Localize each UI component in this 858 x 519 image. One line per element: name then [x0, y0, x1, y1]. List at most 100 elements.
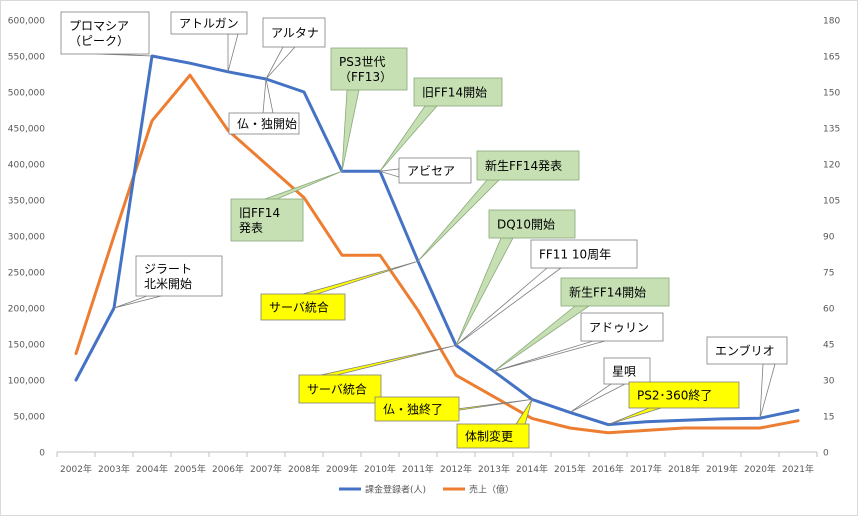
left-tick-label: 0: [39, 449, 45, 459]
x-tick-label: 2015年: [554, 463, 586, 475]
x-tick-label: 2010年: [364, 463, 396, 475]
callout: アドゥリン: [493, 312, 664, 372]
callout-text: （ピーク）: [69, 34, 129, 48]
x-tick-label: 2008年: [288, 463, 320, 475]
callout: サーバ統合: [260, 260, 419, 321]
callout-text: 旧FF14: [239, 206, 280, 220]
callout-pointer: [264, 170, 343, 200]
callout-pointer: [493, 340, 606, 372]
callout-text: 旧FF14開始: [422, 86, 487, 100]
callout-text: PS2･360終了: [637, 388, 712, 403]
x-tick-label: 2012年: [440, 463, 472, 475]
callout-text: （FF13）: [339, 70, 392, 84]
left-tick-label: 350,000: [8, 197, 45, 207]
x-tick-label: 2018年: [668, 463, 700, 475]
x-tick-label: 2014年: [516, 463, 548, 475]
callout-box: [60, 11, 150, 55]
callout: 体制変更: [456, 399, 533, 449]
callout-box: [628, 381, 740, 409]
right-tick-label: 150: [823, 89, 840, 99]
callout-text: サーバ統合: [307, 382, 367, 397]
callout-box: [170, 11, 248, 35]
series-line-subscribers: [74, 54, 800, 427]
left-tick-label: 450,000: [8, 125, 45, 135]
callout-box: [298, 374, 382, 404]
callout-text: DQ10開始: [497, 218, 555, 232]
callout-pointer: [302, 260, 419, 295]
callout-box: [135, 255, 223, 297]
right-tick-label: 105: [823, 197, 840, 207]
x-tick-label: 2009年: [326, 463, 358, 475]
x-tick-label: 2006年: [212, 463, 244, 475]
callout-text: 新生FF14開始: [569, 285, 646, 300]
left-tick-label: 500,000: [8, 89, 45, 99]
callout-pointer: [341, 89, 360, 172]
callout: アルタナ: [262, 17, 326, 80]
right-axis: 0 15 30 45 60 75 90 105 120 135 150 165 180: [823, 17, 840, 459]
left-tick-label: 250,000: [8, 269, 45, 279]
callout-text: サーバ統合: [269, 300, 329, 315]
callout-text: PS3世代: [339, 55, 386, 69]
x-tick-label: 2003年: [98, 463, 130, 475]
callout-box: [476, 150, 580, 181]
callout-pointer: [262, 78, 274, 114]
right-tick-label: 135: [823, 125, 840, 135]
left-tick-label: 400,000: [8, 161, 45, 171]
right-tick-label: 15: [823, 413, 834, 423]
callout-box: [706, 336, 788, 365]
x-tick-label: 2002年: [60, 463, 92, 475]
callout: プロマシア（ピーク）: [60, 11, 153, 57]
right-tick-label: 90: [823, 233, 835, 243]
callout: 仏・独終了: [374, 396, 533, 422]
callout: アビセア: [379, 157, 472, 184]
callout: PS3世代（FF13）: [330, 47, 408, 172]
legend-label: 売上（億）: [469, 484, 514, 496]
callout-pointer: [265, 46, 296, 80]
left-tick-label: 50,000: [14, 413, 46, 423]
legend-label: 課金登録者(人): [365, 484, 426, 496]
left-tick-label: 150,000: [8, 341, 45, 351]
callout: エンブリオ: [706, 336, 788, 419]
right-tick-label: 0: [823, 449, 829, 459]
callout: 仏・独開始: [228, 78, 300, 135]
callout-box: [456, 423, 530, 449]
callout: 新生FF14発表: [417, 150, 580, 262]
right-tick-label: 180: [823, 17, 840, 27]
right-tick-label: 75: [823, 269, 834, 279]
callout-text: 仏・独開始: [237, 117, 297, 131]
callout-text: アトルガン: [179, 17, 239, 31]
callout-text: 星唄: [612, 365, 636, 379]
right-tick-label: 60: [823, 305, 835, 315]
callout-pointer: [227, 33, 239, 72]
callout-box: [374, 396, 460, 422]
callout-box: [580, 312, 664, 342]
callouts: プロマシア（ピーク）アトルガンアルタナ仏・独開始PS3世代（FF13）旧FF14…: [60, 11, 788, 449]
callout: 新生FF14開始: [493, 277, 670, 372]
callout-box: [260, 293, 346, 321]
callout-text: 仏・独終了: [383, 402, 443, 417]
right-tick-label: 30: [823, 377, 835, 387]
callout-text: 体制変更: [465, 429, 513, 444]
callout-text: FF11 10周年: [539, 248, 611, 262]
callout-pointer: [759, 363, 776, 419]
left-axis: 0 50,000 100,000 150,000 200,000 250,000 300,0…: [8, 17, 45, 459]
callout-text: 発表: [239, 221, 263, 235]
series-line-sales: [74, 73, 800, 435]
left-tick-label: 550,000: [8, 53, 45, 63]
callout: FF11 10周年: [455, 239, 638, 346]
callout-pointer: [455, 237, 514, 346]
x-tick-label: 2019年: [706, 463, 738, 475]
callout-box: [530, 239, 638, 269]
callout-box: [398, 157, 472, 184]
callout: DQ10開始: [455, 209, 576, 346]
x-tick-label: 2020年: [744, 463, 776, 475]
legend: 課金登録者(人) 売上（億）: [339, 484, 514, 496]
left-tick-label: 300,000: [8, 233, 45, 243]
x-tick-label: 2016年: [592, 463, 624, 475]
callout-box: [488, 209, 576, 239]
right-tick-label: 165: [823, 53, 840, 63]
callout: アトルガン: [170, 11, 248, 72]
callout: サーバ統合: [298, 345, 457, 404]
callout-pointer: [493, 305, 591, 372]
